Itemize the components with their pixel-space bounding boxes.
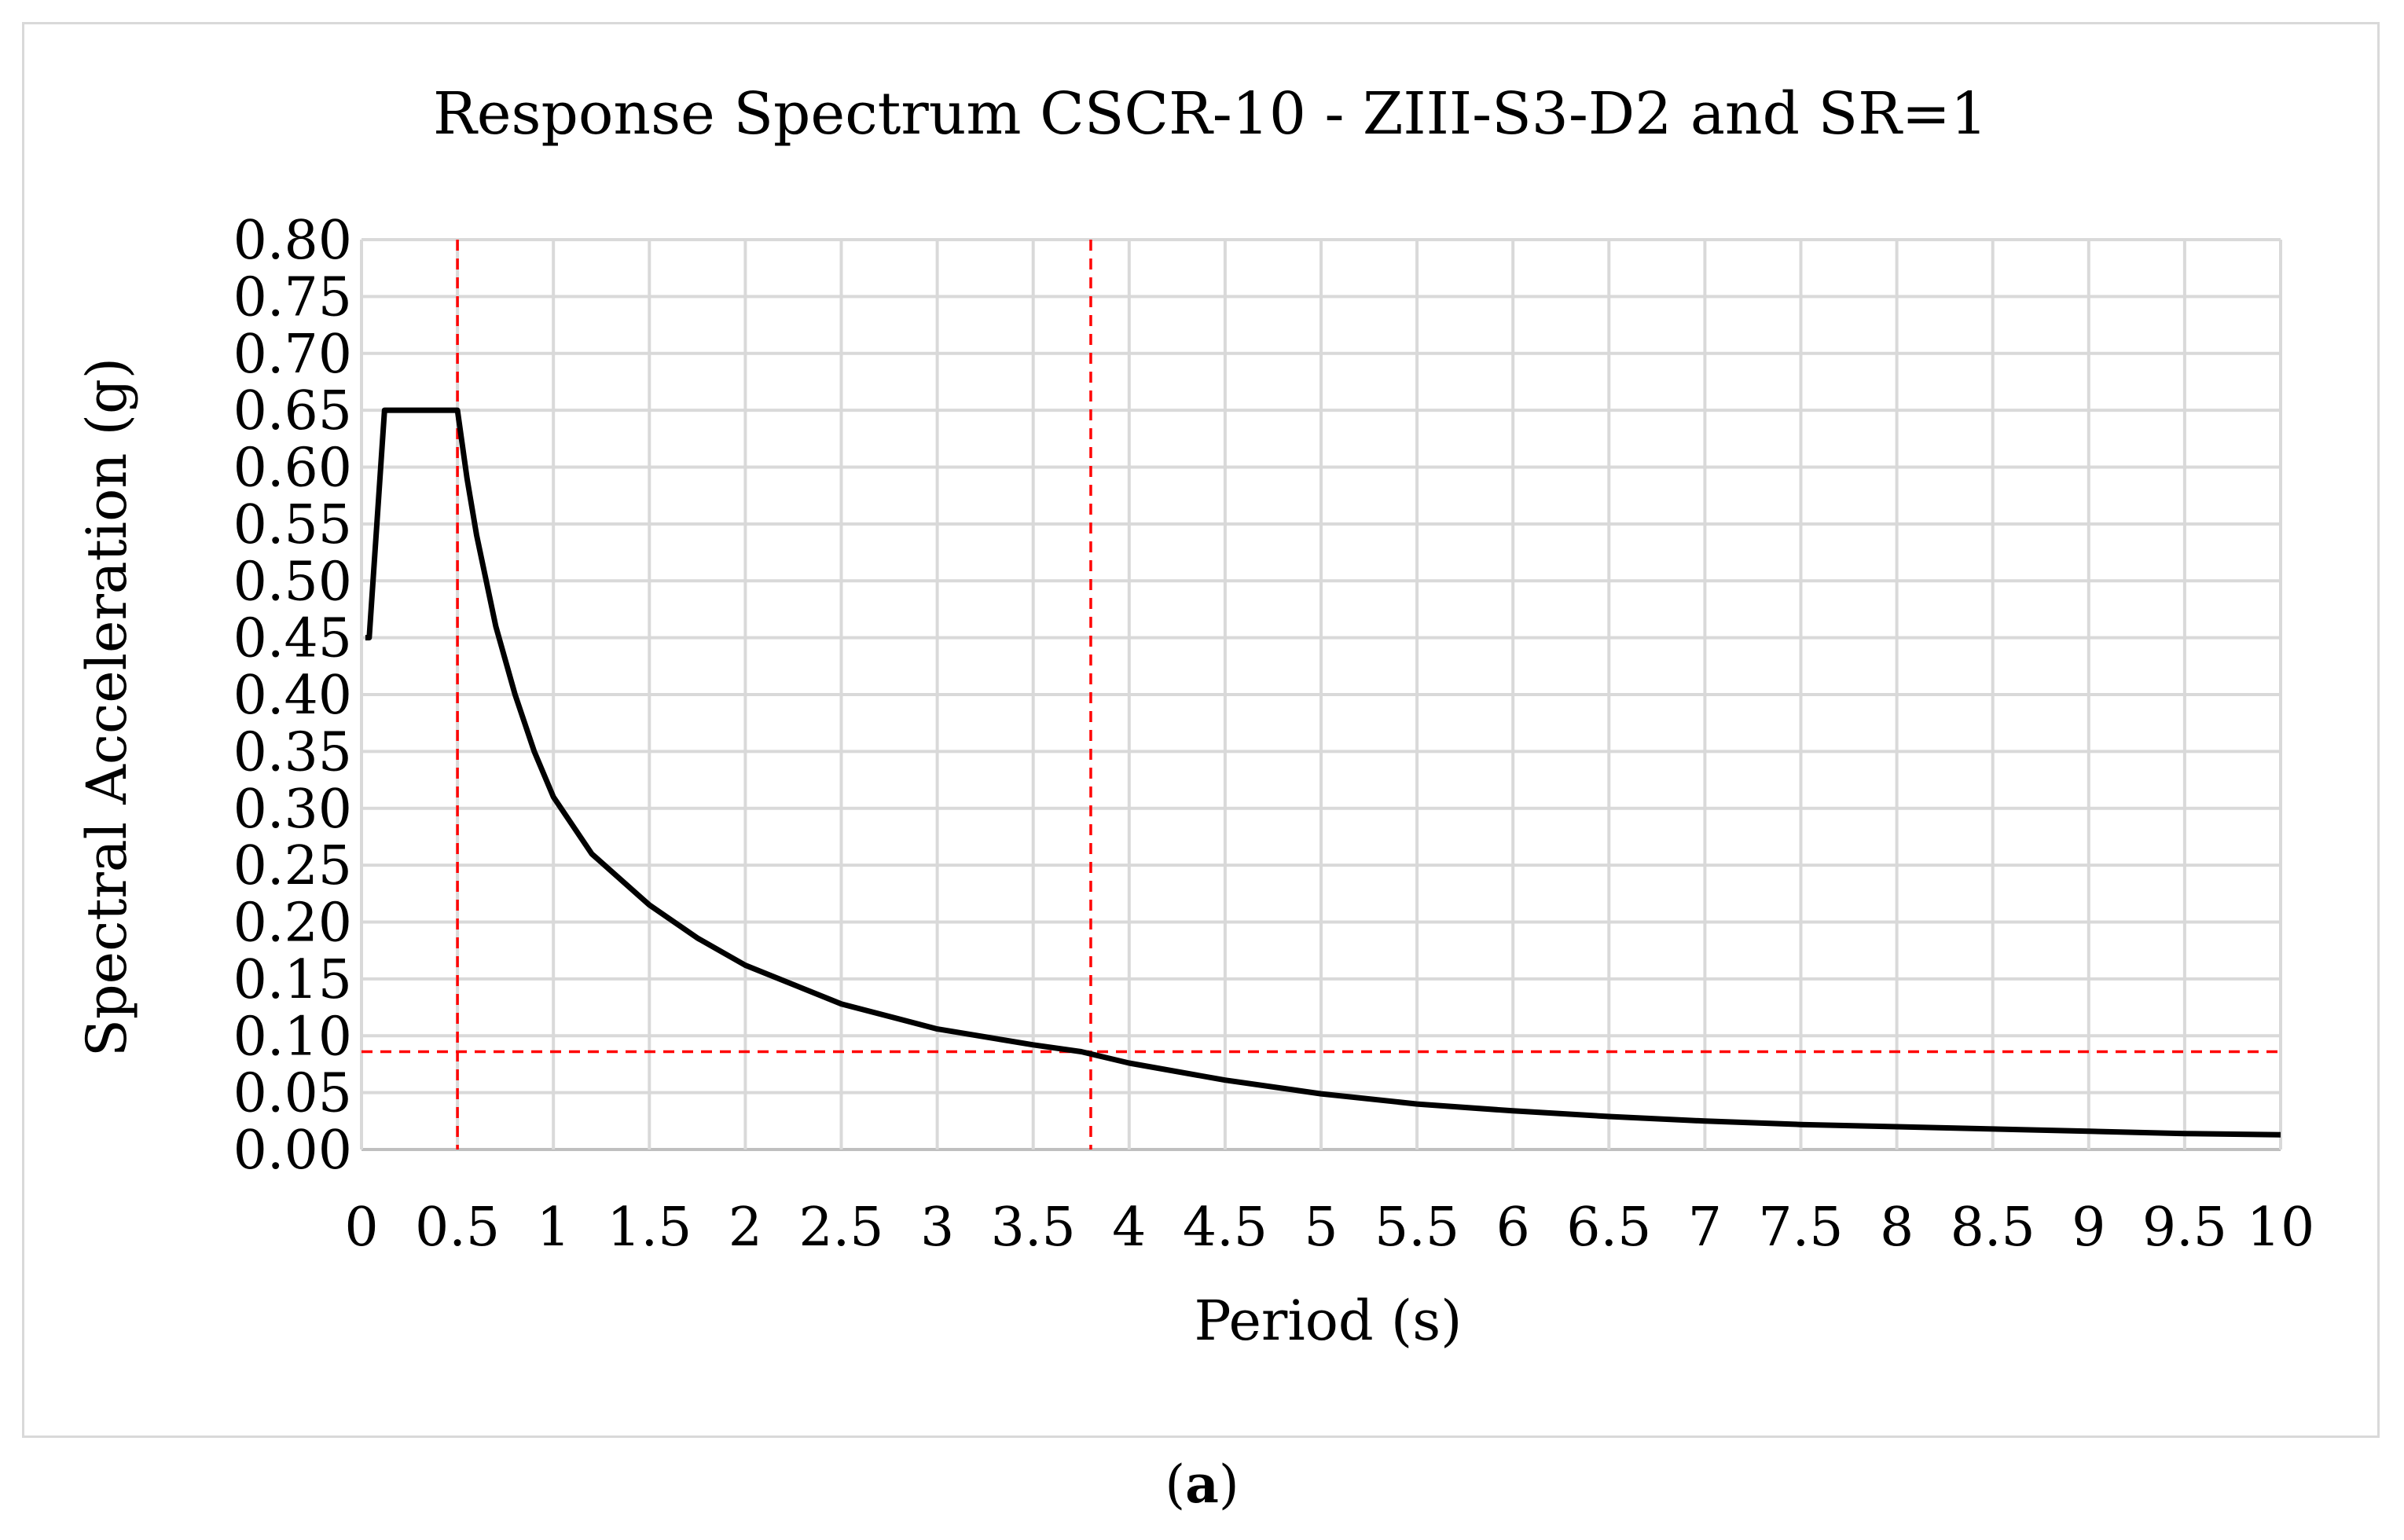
x-tick-label-7.5: 7.5: [1758, 1197, 1843, 1259]
x-tick-label-2: 2: [729, 1197, 762, 1259]
x-tick-label-8: 8: [1880, 1197, 1914, 1259]
x-tick-labels: 0 0.5 1 1.5 2 2.5 3 3.5 4 4.5 5 5.5 6 6.5 7 7.5 8 8.5 9 9.5…: [344, 1197, 2314, 1259]
x-tick-label-4: 4: [1112, 1197, 1146, 1259]
x-tick-label-6.5: 6.5: [1566, 1197, 1651, 1259]
figure-caption: (a): [0, 1454, 2404, 1515]
y-tick-label-0.25: 0.25: [233, 835, 352, 897]
y-tick-label-0.30: 0.30: [233, 779, 352, 841]
series-line-0: [365, 407, 2281, 1138]
y-tick-label-0.35: 0.35: [233, 721, 352, 783]
y-axis-label: Spectral Acceleration (g): [75, 358, 139, 1057]
y-tick-label-0.40: 0.40: [233, 665, 352, 727]
y-tick-labels: 0.000.050.100.150.200.250.300.350.400.45…: [233, 210, 352, 1182]
y-tick-label-0.60: 0.60: [233, 438, 352, 500]
x-tick-label-7: 7: [1688, 1197, 1722, 1259]
data-series: [365, 407, 2281, 1138]
x-tick-label-9.5: 9.5: [2142, 1197, 2227, 1259]
chart-title: Response Spectrum CSCR-10 - ZIII-S3-D2 a…: [433, 80, 1987, 148]
caption-label: a: [1185, 1454, 1219, 1515]
x-tick-label-2.5: 2.5: [798, 1197, 883, 1259]
x-tick-label-6: 6: [1496, 1197, 1530, 1259]
grid: [360, 238, 2282, 1151]
y-tick-label-0.80: 0.80: [233, 210, 352, 272]
x-tick-label-4.5: 4.5: [1183, 1197, 1268, 1259]
x-tick-label-0: 0: [344, 1197, 378, 1259]
y-tick-label-0.65: 0.65: [233, 380, 352, 442]
y-tick-label-0.15: 0.15: [233, 949, 352, 1011]
x-tick-label-3.5: 3.5: [991, 1197, 1076, 1259]
y-tick-label-0.00: 0.00: [233, 1120, 352, 1182]
x-tick-label-10: 10: [2247, 1197, 2315, 1259]
reference-lines: [362, 240, 2281, 1150]
x-tick-label-3: 3: [920, 1197, 954, 1259]
y-tick-label-0.55: 0.55: [233, 494, 352, 556]
caption-close: ): [1218, 1454, 1239, 1515]
y-tick-label-0.20: 0.20: [233, 893, 352, 955]
x-tick-label-9: 9: [2072, 1197, 2105, 1259]
x-tick-label-0.5: 0.5: [415, 1197, 500, 1259]
x-axis-label: Period (s): [1195, 1289, 1463, 1353]
x-tick-label-1: 1: [537, 1197, 571, 1259]
y-tick-label-0.50: 0.50: [233, 551, 352, 613]
y-tick-label-0.05: 0.05: [233, 1063, 352, 1125]
x-tick-label-1.5: 1.5: [607, 1197, 692, 1259]
y-tick-label-0.45: 0.45: [233, 608, 352, 670]
y-tick-label-0.70: 0.70: [233, 324, 352, 386]
y-tick-label-0.10: 0.10: [233, 1006, 352, 1068]
x-tick-label-8.5: 8.5: [1951, 1197, 2035, 1259]
caption-open: (: [1165, 1454, 1186, 1515]
x-tick-label-5: 5: [1304, 1197, 1338, 1259]
x-tick-label-5.5: 5.5: [1375, 1197, 1459, 1259]
chart-frame: [22, 22, 2380, 1438]
y-tick-label-0.75: 0.75: [233, 266, 352, 328]
